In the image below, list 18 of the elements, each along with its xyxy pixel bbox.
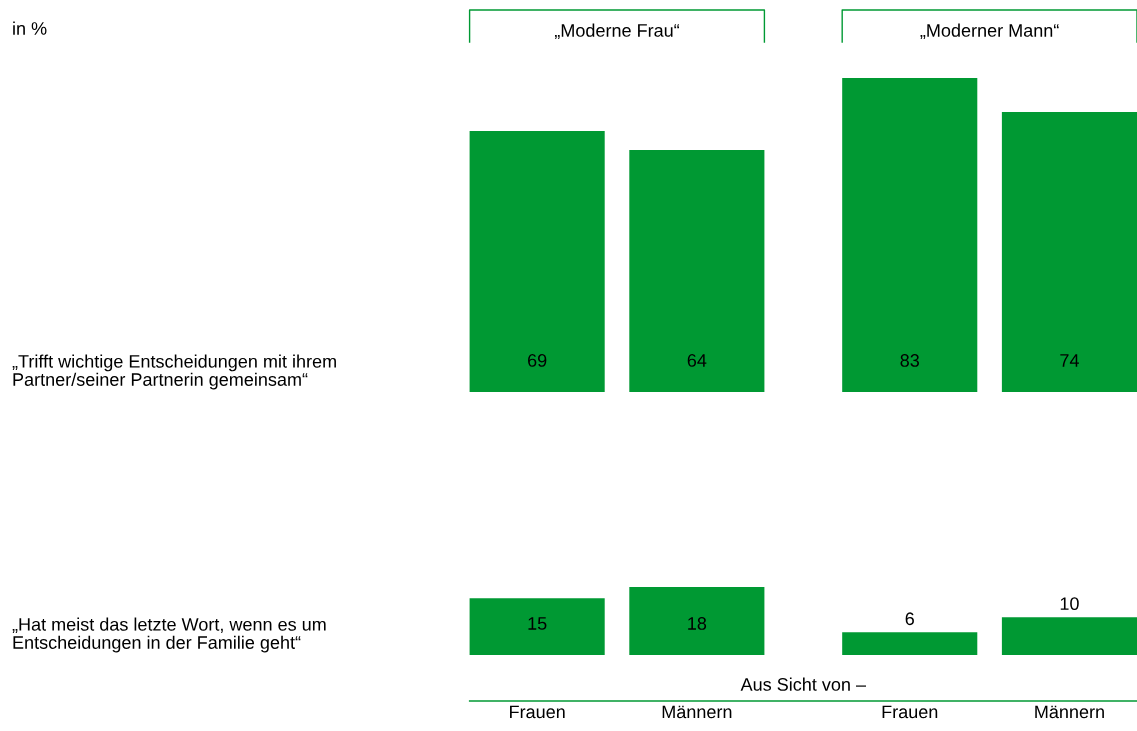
data-label: 83: [900, 354, 919, 367]
text: Aus Sicht von –: [740, 677, 867, 691]
data-label: 18: [688, 617, 707, 630]
data-label: 6: [905, 612, 914, 626]
data-label: 64: [687, 354, 707, 367]
data-label: 74: [1060, 354, 1079, 367]
y-axis-title: „Hat meist das letzte Wort, wenn es um Entscheidungen in der Familie geht“: [12, 617, 326, 653]
text: „Moderne Frau“: [554, 23, 680, 39]
x-tick-label: Männern: [662, 705, 732, 719]
x-tick-label: Frauen: [882, 705, 938, 719]
data-label: 15: [528, 617, 547, 630]
x-tick-label: Frauen: [510, 705, 565, 719]
text: in %: [13, 21, 47, 35]
y-axis-title: „Trifft wichtige Entscheidungen mit ihrem Partner/seiner Partnerin gemeinsam“: [12, 354, 336, 390]
text: „Moderner Mann“: [920, 23, 1059, 39]
data-label: 10: [1060, 597, 1079, 611]
data-label: 69: [528, 354, 547, 367]
x-tick-label: Männern: [1035, 705, 1104, 719]
